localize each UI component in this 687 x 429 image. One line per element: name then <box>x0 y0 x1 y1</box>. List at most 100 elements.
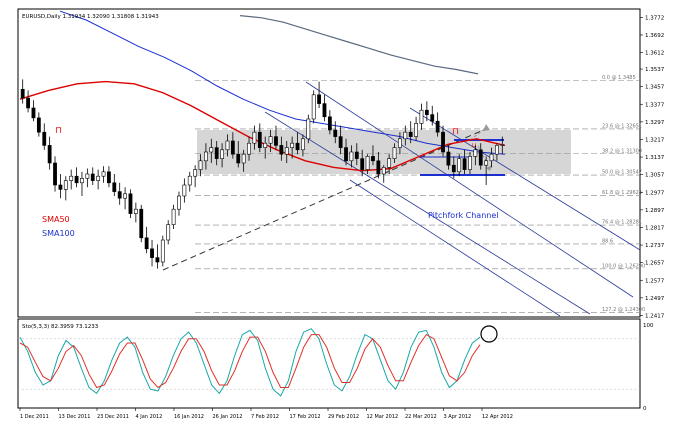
price-tick-label: 1.3297 <box>645 120 665 126</box>
date-tick-label: 3 Apr 2012 <box>444 414 472 420</box>
price-tick-label: 1.2417 <box>645 313 665 319</box>
candle-bull <box>414 123 418 137</box>
candle-bear <box>451 164 456 173</box>
candle-bull <box>387 158 392 168</box>
fib-level-label: 61.8 @ 1.29624 <box>602 190 642 196</box>
fib-level-label: 50.0 @ 1.30547 <box>602 170 642 176</box>
candle-bull <box>457 158 462 173</box>
fib-level-label: 38.2 @ 1.31300 <box>602 148 642 154</box>
price-tick-label: 1.3612 <box>645 51 664 57</box>
candle-bear <box>144 237 149 250</box>
date-axis: 1 Dec 2011 13 Dec 2011 23 Dec 2011 4 Jan 20… <box>19 408 513 420</box>
candle-bull <box>193 169 198 177</box>
arrow-down-head-icon <box>486 165 492 171</box>
candle-bear <box>139 208 144 239</box>
price-tick-label: 1.3537 <box>645 67 665 73</box>
pitchfork-lower-line <box>349 179 561 317</box>
candle-bear <box>58 184 63 190</box>
date-tick-label: 29 Feb 2012 <box>328 414 359 420</box>
price-tick-label: 1.3057 <box>645 173 665 179</box>
candle-bull <box>268 136 273 144</box>
candle-bear <box>53 162 57 186</box>
candle-bull <box>160 239 165 263</box>
candle-bull <box>473 149 478 157</box>
candle-bear <box>36 117 41 133</box>
candle-bull <box>204 151 208 162</box>
candle-bull <box>398 138 402 148</box>
candle-bear <box>279 145 284 155</box>
candle-bull <box>63 180 68 190</box>
price-tick-label: 1.2977 <box>645 190 665 196</box>
candle-bear <box>47 145 52 164</box>
price-tick-label: 1.2897 <box>645 208 665 214</box>
stoch-tick-0: 0 <box>643 406 647 412</box>
stoch-k-line <box>19 328 481 397</box>
fib-level-label: 0.0 @ 1.3485 <box>602 75 636 81</box>
candle-bear <box>236 153 241 164</box>
date-tick-label: 22 Mar 2012 <box>405 414 437 420</box>
candle-bull <box>252 131 257 144</box>
candle-bear <box>112 182 117 192</box>
candle-bear <box>74 175 79 184</box>
candle-bull <box>381 167 386 175</box>
candle-bear <box>376 160 381 175</box>
candle-bull <box>306 118 311 140</box>
fractal-marker-icon: ⊔ <box>472 142 477 149</box>
stochastic-lines <box>18 328 640 397</box>
candle-bull <box>209 147 214 153</box>
price-axis: 1.3772 1.3692 1.3612 1.3537 1.3457 1.3377 1.32… <box>640 15 665 319</box>
candle-bear <box>295 142 300 151</box>
fib-level-label: 100.0 @ 1.26290 <box>602 263 645 269</box>
candle-bull <box>263 142 268 148</box>
stoch-highlight-circle <box>480 325 498 343</box>
fib-level-label: 127.2 @ 1.24300 <box>602 307 645 313</box>
candle-bear <box>430 114 435 122</box>
candle-bear <box>150 248 154 258</box>
candle-bear <box>441 131 445 153</box>
candle-bear <box>317 94 321 104</box>
price-tick-label: 1.2817 <box>645 225 665 231</box>
date-tick-label: 17 Feb 2012 <box>290 414 321 420</box>
projection-up-arrow <box>469 127 487 141</box>
sma200-line <box>239 15 479 75</box>
fib-level-label: 88.6 <box>602 238 613 244</box>
date-tick-label: 13 Dec 2011 <box>59 414 91 420</box>
candle-bear <box>26 97 30 109</box>
sma100-line <box>59 10 506 155</box>
stoch-d-line <box>19 333 481 389</box>
pitchfork-parallel-line <box>409 107 641 251</box>
candle-bear <box>117 191 122 199</box>
fib-level-label: 76.4 @ 1.28281 <box>602 220 642 226</box>
candle-bear <box>107 171 111 184</box>
price-tick-label: 1.3137 <box>645 155 665 161</box>
candle-bear <box>257 131 262 148</box>
candle-bull <box>468 156 472 170</box>
symbol-header: EURUSD,Daily 1.31934 1.32090 1.31808 1.3… <box>22 14 159 20</box>
date-tick-label: 16 Jan 2012 <box>174 414 204 420</box>
candle-bear <box>446 151 451 166</box>
candle-bear <box>354 151 359 159</box>
candle-bear <box>31 107 36 119</box>
candle-bull <box>500 144 505 146</box>
sma100-label: SMA100 <box>42 229 75 238</box>
uptrend-line <box>162 127 489 271</box>
fib-levels: 0.0 @ 1.3485 23.6 @ 1.32651 38.2 @ 1.31300… <box>195 75 645 313</box>
candle-bear <box>230 140 235 155</box>
candle-bull <box>365 156 370 170</box>
candle-bear <box>462 158 467 170</box>
candle-bull <box>311 94 316 120</box>
fib-level-label: 23.6 @ 1.32651 <box>602 123 642 129</box>
date-tick-label: 26 Jan 2012 <box>213 414 243 420</box>
candle-bull <box>284 147 289 155</box>
candle-bull <box>166 224 171 241</box>
price-tick-label: 1.3692 <box>645 33 664 39</box>
candle-bear <box>344 147 348 162</box>
candle-bear <box>360 158 365 170</box>
candle-bear <box>274 136 278 146</box>
candle-bear <box>408 131 413 137</box>
candle-bull <box>495 145 499 155</box>
price-tick-label: 1.3457 <box>645 85 665 91</box>
candle-bull <box>489 153 494 162</box>
